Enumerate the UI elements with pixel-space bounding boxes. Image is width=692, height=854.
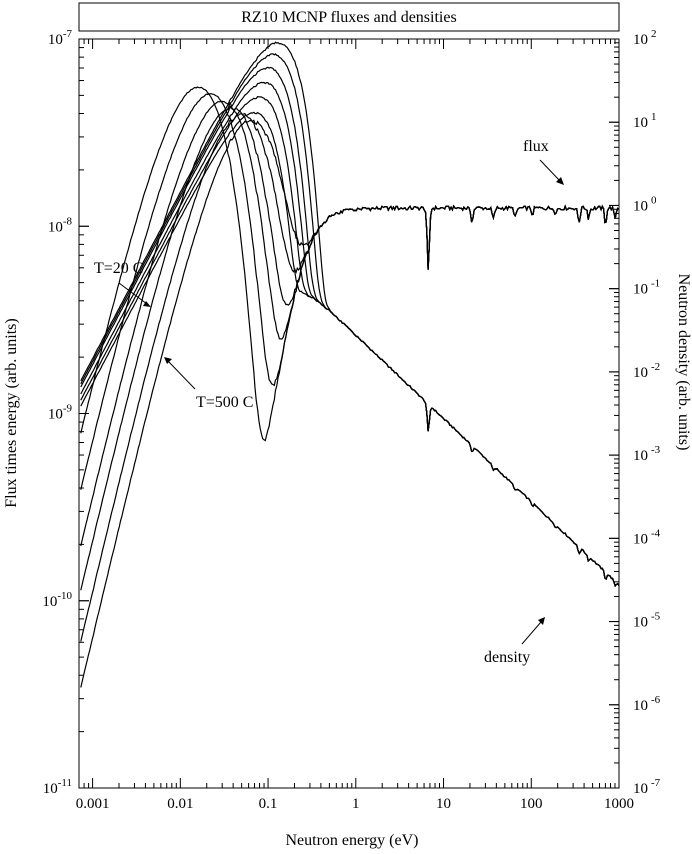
y-tick-label: 10-9 (48, 403, 73, 423)
y-tick-label: 10-8 (48, 215, 73, 235)
x-tick-label: 1000 (604, 796, 634, 812)
tick-labels: 0.001 0.01 0.1 1 10 100 100010-710-810-910-101… (42, 28, 660, 812)
annotation-t500-arrow-line (167, 360, 196, 390)
y-tick-label: 10-7 (48, 28, 73, 48)
flux-curve-400C (80, 112, 620, 642)
annotation-density-arrowhead (538, 617, 545, 625)
x-axis-label: Neutron energy (eV) (286, 832, 419, 849)
ticks (78, 38, 620, 789)
y2-tick-label: 10 2 (633, 28, 657, 48)
y2-tick-label: 10 -1 (633, 278, 660, 298)
annotation-t20-arrowhead (143, 301, 151, 307)
y2-tick-label: 10 1 (633, 111, 657, 131)
annotation-flux-arrowhead (556, 177, 564, 185)
y-tick-label: 10-11 (43, 777, 72, 797)
flux-curve-500C (80, 119, 620, 688)
annotation-t20-arrow-line (118, 282, 148, 305)
x-tick-label: 0.1 (259, 796, 278, 812)
y2-tick-label: 10 -5 (633, 611, 661, 631)
density-curve-500C (80, 111, 620, 588)
y-tick-label: 10-10 (42, 590, 72, 610)
flux-curve-200C (80, 100, 620, 547)
y2-tick-label: 10 0 (633, 194, 657, 214)
density-curve-300C (80, 81, 620, 588)
annotation-density: density (484, 649, 530, 666)
title-box: RZ10 MCNP fluxes and densities (78, 2, 620, 32)
x-tick-label: 100 (520, 796, 543, 812)
y2-tick-label: 10 -7 (633, 777, 661, 797)
density-curve-400C (80, 95, 620, 588)
y2-axis-label: Neutron density (arb. units) (675, 274, 692, 451)
annotation-t20: T=20 C (94, 260, 143, 277)
flux-curve-300C (80, 105, 620, 591)
annotation-flux: flux (523, 138, 549, 155)
y2-tick-label: 10 -3 (633, 444, 661, 464)
chart-title: RZ10 MCNP fluxes and densities (241, 9, 456, 26)
annotation-flux-arrow-line (539, 159, 561, 182)
annotation-density-arrow-line (521, 621, 542, 645)
density-curve-100C (80, 53, 620, 588)
x-tick-label: 0.001 (76, 796, 110, 812)
x-tick-label: 10 (436, 796, 451, 812)
y2-tick-label: 10 -6 (633, 694, 661, 714)
x-tick-label: 0.01 (167, 796, 193, 812)
annotations: T=20 C T=500 C flux density (94, 138, 564, 666)
annotation-t500-arrowhead (164, 357, 172, 364)
y2-tick-label: 10 -4 (633, 527, 661, 547)
y2-tick-label: 10 -2 (633, 361, 660, 381)
x-tick-label: 1 (352, 796, 360, 812)
y-axis-label: Flux times energy (arb. units) (3, 318, 20, 507)
annotation-t500: T=500 C (196, 394, 253, 411)
curves (80, 41, 620, 688)
